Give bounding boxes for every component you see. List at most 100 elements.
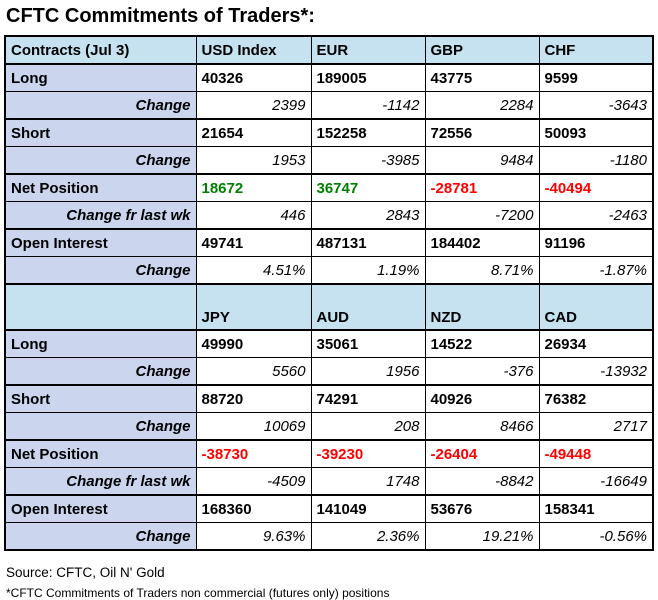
row-label: Change (4, 522, 197, 551)
cot-table: Contracts (Jul 3) USD Index EUR GBP CHF … (4, 35, 654, 551)
column-header-aud: AUD (310, 283, 426, 331)
cell: 53676 (424, 494, 540, 523)
column-header-nzd: NZD (424, 283, 540, 331)
cell: 49990 (195, 329, 312, 358)
table-row-open-interest: Open Interest 168360 141049 53676 158341 (4, 494, 654, 523)
row-label: Change (4, 412, 197, 441)
row-label: Open Interest (4, 228, 197, 257)
cell: -1180 (538, 146, 654, 175)
footer: Source: CFTC, Oil N' Gold *CFTC Commitme… (6, 565, 658, 600)
cell: 26934 (538, 329, 654, 358)
cell: 168360 (195, 494, 312, 523)
table-row-change-fr-last-wk: Change fr last wk -4509 1748 -8842 -1664… (4, 467, 654, 496)
cell: 208 (310, 412, 426, 441)
row-label: Short (4, 118, 197, 147)
cell: 152258 (310, 118, 426, 147)
row-label: Change fr last wk (4, 201, 197, 230)
cell: 141049 (310, 494, 426, 523)
cell: 189005 (310, 63, 426, 92)
row-label: Net Position (4, 439, 197, 468)
column-header-chf: CHF (538, 35, 654, 65)
table-row-change: Change 5560 1956 -376 -13932 (4, 357, 654, 386)
cell: -7200 (424, 201, 540, 230)
cell-net-position: -26404 (424, 439, 540, 468)
table-row-change: Change 10069 208 8466 2717 (4, 412, 654, 441)
cell: 2843 (310, 201, 426, 230)
row-label: Change (4, 357, 197, 386)
cell: 10069 (195, 412, 312, 441)
column-header-usd-index: USD Index (195, 35, 312, 65)
cell: 2399 (195, 91, 312, 120)
cell: 49741 (195, 228, 312, 257)
cell: 14522 (424, 329, 540, 358)
cell: 76382 (538, 384, 654, 413)
row-label: Open Interest (4, 494, 197, 523)
cell: -16649 (538, 467, 654, 496)
cell: 19.21% (424, 522, 540, 551)
table-row-change: Change 2399 -1142 2284 -3643 (4, 91, 654, 120)
cell: 158341 (538, 494, 654, 523)
cell: -0.56% (538, 522, 654, 551)
table-row-short: Short 21654 152258 72556 50093 (4, 118, 654, 147)
table-row-net-position: Net Position -38730 -39230 -26404 -49448 (4, 439, 654, 468)
cell: 5560 (195, 357, 312, 386)
cell: 43775 (424, 63, 540, 92)
cell: 9484 (424, 146, 540, 175)
cell: 4.51% (195, 256, 312, 285)
cell: -1.87% (538, 256, 654, 285)
table-row-change-fr-last-wk: Change fr last wk 446 2843 -7200 -2463 (4, 201, 654, 230)
cell: -2463 (538, 201, 654, 230)
page-title: CFTC Commitments of Traders*: (6, 5, 315, 27)
table-row-change: Change 1953 -3985 9484 -1180 (4, 146, 654, 175)
cell-net-position: -40494 (538, 173, 654, 202)
column-header-jpy: JPY (195, 283, 312, 331)
table-row-open-interest: Open Interest 49741 487131 184402 91196 (4, 228, 654, 257)
table-row-long: Long 40326 189005 43775 9599 (4, 63, 654, 92)
row-label: Change (4, 146, 197, 175)
column-header-cad: CAD (538, 283, 654, 331)
cell: 2284 (424, 91, 540, 120)
cell: 21654 (195, 118, 312, 147)
row-label: Net Position (4, 173, 197, 202)
section1-header-row: Contracts (Jul 3) USD Index EUR GBP CHF (4, 35, 654, 65)
cell: -13932 (538, 357, 654, 386)
source-text: Source: CFTC, Oil N' Gold (6, 565, 165, 580)
row-label: Change fr last wk (4, 467, 197, 496)
cell: -4509 (195, 467, 312, 496)
row-label: Long (4, 63, 197, 92)
cell-net-position: -49448 (538, 439, 654, 468)
row-label: Change (4, 91, 197, 120)
cell: 72556 (424, 118, 540, 147)
footnote-text: *CFTC Commitments of Traders non commerc… (6, 586, 390, 600)
cell-net-position: -38730 (195, 439, 312, 468)
cell-net-position: 36747 (310, 173, 426, 202)
cell: 2.36% (310, 522, 426, 551)
row-label: Short (4, 384, 197, 413)
cell: 1.19% (310, 256, 426, 285)
row-label: Long (4, 329, 197, 358)
cell: 35061 (310, 329, 426, 358)
cell: -8842 (424, 467, 540, 496)
row-label: Change (4, 256, 197, 285)
cell: 8.71% (424, 256, 540, 285)
cell: 74291 (310, 384, 426, 413)
column-header-gbp: GBP (424, 35, 540, 65)
table-row-short: Short 88720 74291 40926 76382 (4, 384, 654, 413)
cell: 184402 (424, 228, 540, 257)
cell: 9599 (538, 63, 654, 92)
table-row-change-pct: Change 4.51% 1.19% 8.71% -1.87% (4, 256, 654, 285)
cell: 91196 (538, 228, 654, 257)
cell: 40326 (195, 63, 312, 92)
cell-net-position: -39230 (310, 439, 426, 468)
cell: -1142 (310, 91, 426, 120)
table-row-change-pct: Change 9.63% 2.36% 19.21% -0.56% (4, 522, 654, 551)
cell: -376 (424, 357, 540, 386)
cell: -3643 (538, 91, 654, 120)
column-header-eur: EUR (310, 35, 426, 65)
section1-header-contracts: Contracts (Jul 3) (4, 35, 197, 65)
cell: 1956 (310, 357, 426, 386)
cell: 8466 (424, 412, 540, 441)
cell: 1748 (310, 467, 426, 496)
cell: 487131 (310, 228, 426, 257)
cell: -3985 (310, 146, 426, 175)
